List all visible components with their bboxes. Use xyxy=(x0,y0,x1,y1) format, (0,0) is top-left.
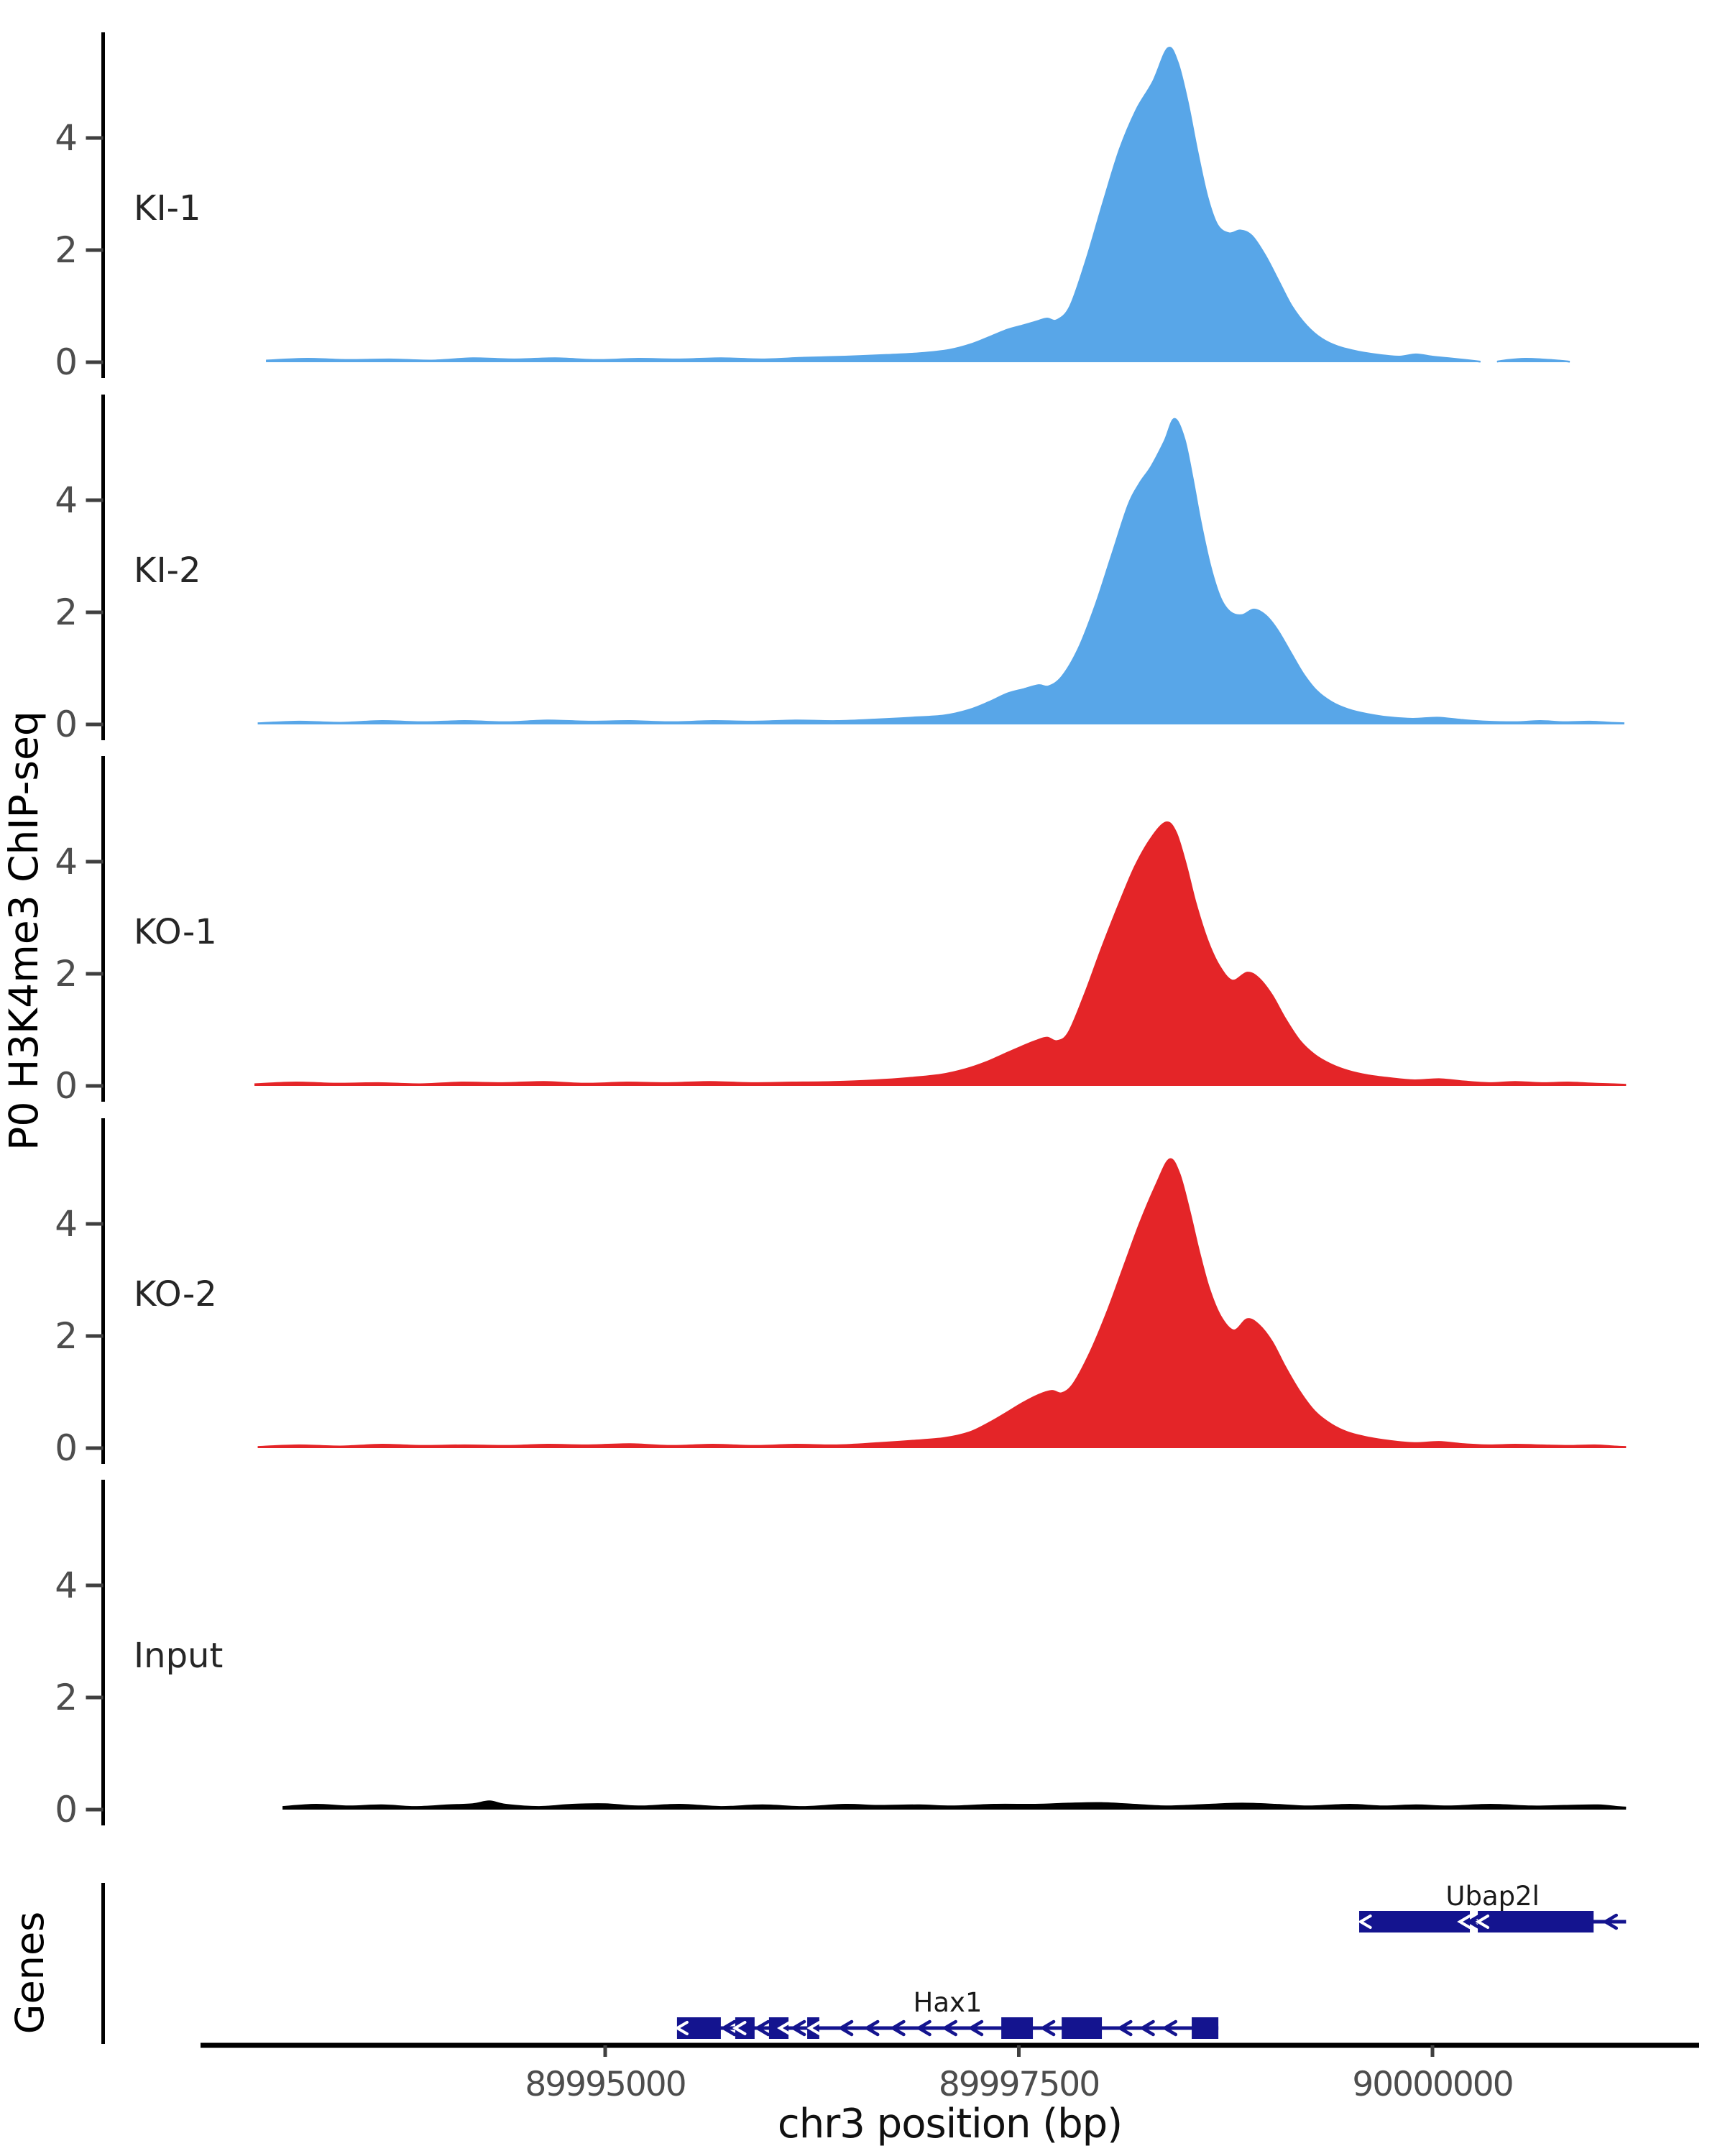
exon-block xyxy=(676,2017,721,2039)
strand-arrow-icon xyxy=(1358,1915,1372,1929)
strand-arrow-icon xyxy=(942,2019,957,2037)
track-label: KO-2 xyxy=(134,1274,217,1314)
strand-arrow-icon xyxy=(1475,1915,1490,1929)
genes-panel-title: Genes xyxy=(7,1912,52,2035)
coverage-area xyxy=(254,822,1627,1086)
gene-name-label: Ubap2l xyxy=(1445,1881,1540,1912)
y-axis-tick-label: 4 xyxy=(55,1565,78,1606)
y-axis-tick-label: 4 xyxy=(55,479,78,521)
gene-name-label: Hax1 xyxy=(914,1987,983,2018)
coverage-outline xyxy=(1496,358,1570,363)
strand-arrow-icon xyxy=(754,2019,770,2037)
y-axis-tick-label: 2 xyxy=(55,1315,78,1357)
y-axis-tick-label: 0 xyxy=(55,1065,78,1107)
y-axis-tick-label: 0 xyxy=(55,1427,78,1469)
strand-arrow-icon xyxy=(837,2019,854,2037)
exon-block xyxy=(1359,1911,1471,1932)
x-axis-tick-label: 89995000 xyxy=(525,2065,685,2104)
x-axis-title: chr3 position (bp) xyxy=(778,2101,1122,2147)
exon-block xyxy=(1478,1911,1594,1932)
track-ko-2: 0 2 4 KO-2 xyxy=(55,1118,1627,1469)
y-axis-tick-label: 0 xyxy=(55,341,78,383)
coverage-outline xyxy=(266,47,1481,363)
strand-arrow-icon xyxy=(1457,1915,1471,1929)
strand-arrow-icon xyxy=(1039,2019,1056,2037)
strand-arrow-icon xyxy=(889,2019,906,2037)
strand-arrow-icon xyxy=(790,2019,806,2037)
strand-arrow-icon xyxy=(1116,2019,1133,2037)
y-axis-tick-label: 4 xyxy=(55,117,78,159)
y-axis-tick-label: 4 xyxy=(55,1203,78,1245)
x-axis-tick-label: 89997500 xyxy=(939,2065,1099,2104)
exon-block xyxy=(1001,2017,1034,2039)
track-label: KI-2 xyxy=(134,550,201,591)
coverage-area xyxy=(282,1801,1627,1810)
coverage-outline xyxy=(282,1800,1627,1808)
strand-arrow-icon xyxy=(1138,2019,1155,2037)
y-axis-tick-label: 2 xyxy=(55,591,78,633)
strand-arrow-icon xyxy=(806,2021,822,2035)
track-label: KO-1 xyxy=(134,912,217,952)
strand-arrow-icon xyxy=(967,2019,984,2037)
strand-arrow-icon xyxy=(1602,1913,1619,1930)
exon-block xyxy=(1062,2017,1103,2039)
x-axis: 89995000 89997500 90000000 chr3 position (b… xyxy=(201,2042,1699,2147)
strand-arrow-icon xyxy=(1162,2019,1178,2037)
coverage-area xyxy=(257,418,1625,724)
x-axis-tick-label: 90000000 xyxy=(1352,2065,1512,2104)
gene-model-hax1: Hax1 xyxy=(674,1987,1219,2039)
track-label: KI-1 xyxy=(134,188,201,229)
track-ko-1: 0 2 4 KO-1 xyxy=(55,756,1627,1107)
y-axis-tick-label: 2 xyxy=(55,953,78,995)
coverage-area xyxy=(257,1158,1627,1448)
track-label: Input xyxy=(134,1636,223,1676)
y-axis-title: P0 H3K4me3 ChIP-seq xyxy=(1,711,47,1151)
coverage-outline xyxy=(257,1158,1627,1448)
strand-arrow-icon xyxy=(915,2019,932,2037)
y-axis-tick-label: 2 xyxy=(55,1677,78,1718)
coverage-area xyxy=(266,47,1481,362)
exon-block xyxy=(1192,2017,1219,2039)
track-ki-2: 0 2 4 KI-2 xyxy=(55,395,1625,745)
coverage-outline xyxy=(257,418,1625,724)
gene-model-ubap2l: Ubap2l xyxy=(1358,1881,1627,1932)
strand-arrow-icon xyxy=(674,2021,689,2035)
track-ki-1: 0 2 4 KI-1 xyxy=(55,32,1570,383)
y-axis-tick-label: 0 xyxy=(55,1789,78,1830)
track-input: 0 2 4 Input xyxy=(55,1480,1627,1830)
y-axis-tick-label: 4 xyxy=(55,841,78,883)
strand-arrow-icon xyxy=(720,2019,737,2037)
strand-arrow-icon xyxy=(732,2021,747,2035)
genes-panel: Genes xyxy=(7,1883,105,2044)
y-axis-tick-label: 0 xyxy=(55,704,78,745)
y-axis-tick-label: 2 xyxy=(55,229,78,271)
exon-block xyxy=(735,2017,755,2039)
strand-arrow-icon xyxy=(863,2019,880,2037)
coverage-outline xyxy=(254,821,1627,1086)
strand-arrow-icon xyxy=(777,2021,791,2035)
